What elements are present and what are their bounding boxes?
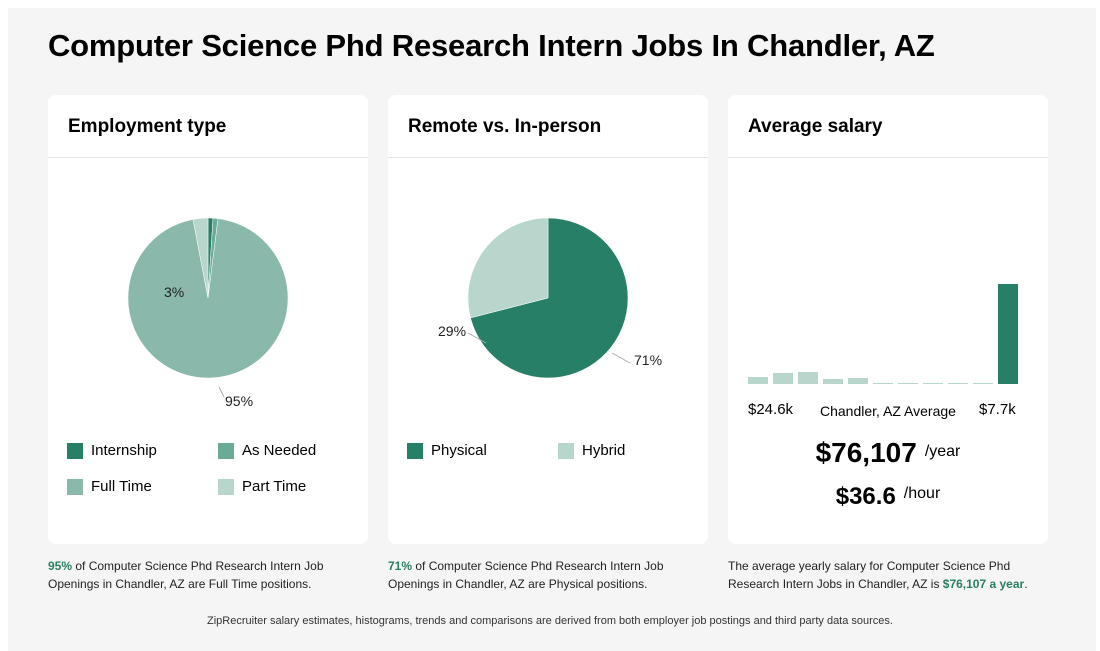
label-part-time-pct: 3%	[164, 284, 184, 300]
histogram-bar	[748, 377, 768, 384]
salary-caption-end: .	[1024, 577, 1028, 591]
histogram-bar	[798, 372, 818, 384]
remote-pie-chart: 29% 71%	[438, 217, 662, 379]
leader-line-full-time	[218, 386, 225, 398]
histogram-bar	[873, 383, 893, 384]
legend-swatch-full-time	[67, 478, 83, 495]
remote-caption: 71% of Computer Science Phd Research Int…	[388, 557, 688, 593]
card-divider	[388, 157, 708, 158]
legend-internship: Internship	[67, 442, 157, 459]
label-full-time-pct: 95%	[225, 393, 253, 409]
legend-physical: Physical	[407, 442, 487, 459]
legend-label-part-time: Part Time	[242, 478, 307, 495]
label-physical-pct: 71%	[634, 352, 662, 368]
card-divider	[48, 157, 368, 158]
histogram-right-label: $7.7k	[979, 401, 1016, 418]
histogram-bar	[973, 383, 993, 384]
histogram-bar	[773, 373, 793, 384]
remote-card: Remote vs. In-person 29% 71% Physical Hy…	[388, 95, 708, 544]
legend-hybrid: Hybrid	[558, 442, 625, 459]
card-divider	[728, 157, 1048, 158]
legend-label-as-needed: As Needed	[242, 442, 317, 459]
employment-type-title: Employment type	[68, 116, 227, 137]
legend-part-time: Part Time	[218, 478, 306, 495]
employment-pie-chart: 3% 95%	[127, 217, 289, 409]
pie-slice-hybrid	[467, 217, 549, 319]
leader-line-hybrid	[467, 332, 487, 344]
histogram-bar	[823, 379, 843, 384]
legend-as-needed: As Needed	[218, 442, 316, 459]
histogram-bar	[923, 383, 943, 384]
yearly-salary-row: $76,107/year	[728, 437, 1048, 469]
employment-caption-text: of Computer Science Phd Research Intern …	[48, 559, 324, 591]
salary-caption: The average yearly salary for Computer S…	[728, 557, 1028, 593]
legend-label-physical: Physical	[431, 442, 487, 459]
legend-label-hybrid: Hybrid	[582, 442, 626, 459]
pie-slice-physical	[470, 217, 629, 379]
histogram-mid-label: Chandler, AZ Average	[820, 403, 956, 419]
legend-swatch-physical	[407, 442, 423, 459]
remote-title: Remote vs. In-person	[408, 116, 602, 137]
remote-caption-pct: 71%	[388, 559, 413, 573]
legend-full-time: Full Time	[67, 478, 152, 495]
average-salary-card: Average salary $24.6k Chandler, AZ Avera…	[728, 95, 1048, 544]
average-salary-title: Average salary	[748, 116, 883, 137]
hourly-salary-unit: /hour	[903, 485, 941, 502]
legend-swatch-part-time	[218, 478, 234, 495]
pie-slice-part-time	[192, 217, 209, 299]
employment-caption-pct: 95%	[48, 559, 73, 573]
legend-swatch-internship	[67, 442, 83, 459]
salary-caption-text: The average yearly salary for Computer S…	[728, 559, 1011, 591]
salary-histogram	[748, 284, 1018, 384]
legend-label-internship: Internship	[91, 442, 157, 459]
histogram-left-label: $24.6k	[748, 401, 794, 418]
employment-caption: 95% of Computer Science Phd Research Int…	[48, 557, 348, 593]
remote-caption-text: of Computer Science Phd Research Intern …	[388, 559, 664, 591]
legend-swatch-hybrid	[558, 442, 574, 459]
histogram-bar	[998, 284, 1018, 384]
legend-swatch-as-needed	[218, 442, 234, 459]
leader-line-physical	[611, 352, 631, 364]
salary-caption-value: $76,107 a year	[942, 577, 1025, 591]
histogram-bar	[848, 378, 868, 384]
page-title: Computer Science Phd Research Intern Job…	[48, 28, 935, 63]
leader-line-part-time	[184, 280, 189, 299]
hourly-salary-value: $36.6	[835, 483, 896, 510]
hourly-salary-row: $36.6/hour	[728, 483, 1048, 511]
yearly-salary-unit: /year	[924, 443, 961, 460]
histogram-bar	[948, 383, 968, 384]
footer-note: ZipRecruiter salary estimates, histogram…	[207, 615, 893, 627]
label-hybrid-pct: 29%	[438, 323, 466, 339]
yearly-salary-value: $76,107	[815, 437, 917, 468]
employment-type-card: Employment type 3% 95% Internship As Nee…	[48, 95, 368, 544]
histogram-bar	[898, 383, 918, 384]
pie-slice-full-time	[127, 218, 289, 379]
legend-label-full-time: Full Time	[91, 478, 152, 495]
